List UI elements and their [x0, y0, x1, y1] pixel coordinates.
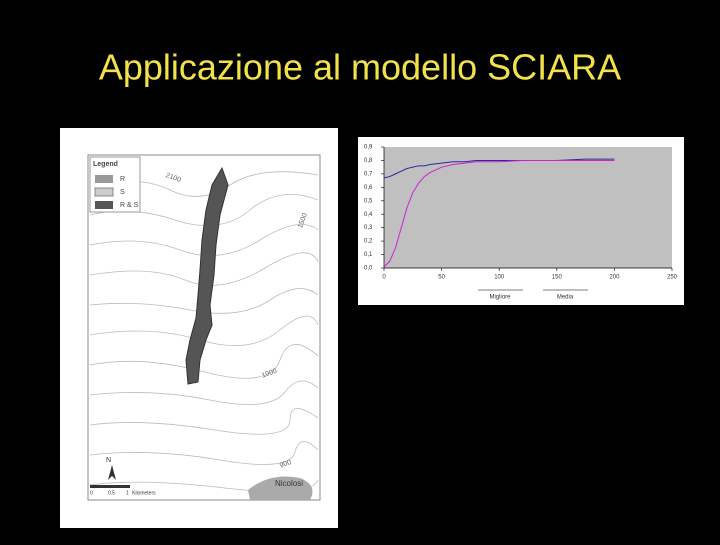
contour-label: 2100	[165, 172, 182, 184]
legend-swatch	[95, 201, 113, 209]
y-tick-label: 0,5	[364, 198, 373, 204]
contour-label: 1500	[297, 212, 309, 229]
x-tick-label: 200	[609, 275, 620, 281]
legend-label: R	[120, 176, 125, 183]
y-tick-label: 0,8	[364, 158, 373, 164]
legend-title: Legend	[93, 161, 118, 168]
legend-label: R & S	[120, 202, 139, 209]
legend-swatch	[94, 187, 114, 197]
contour-label: 1000	[261, 368, 278, 380]
scale-label: 1	[126, 490, 129, 496]
scale-label: 0	[90, 490, 93, 496]
x-tick-label: 150	[552, 275, 563, 281]
plot-area	[384, 147, 672, 268]
y-tick-label: 0,4	[364, 212, 373, 218]
contour-label: 900	[279, 459, 292, 470]
y-tick-label: 0,3	[364, 225, 373, 231]
series-line	[383, 159, 615, 268]
legend-label: S	[120, 189, 125, 196]
y-tick-label: 0,2	[364, 239, 373, 245]
y-tick-label: 0,6	[364, 185, 373, 191]
chart: 0,0 0,1 0,2 0,3 0,4 0,5 0,6 0,7 0,8 0,9 0 50 100 150 2…	[364, 145, 678, 301]
y-tick-label: 0,0	[364, 266, 373, 272]
slide-title: Applicazione al modello SCIARA	[99, 47, 621, 88]
x-tick-label: 100	[494, 275, 505, 281]
x-tick-label: 50	[438, 275, 445, 281]
scale-label: Kilometers	[132, 490, 156, 496]
contours	[89, 171, 319, 492]
map-image: Legend R S R & S 2100 1500 1000 900 Nico…	[60, 128, 338, 528]
legend-label: Migliore	[489, 295, 511, 301]
y-tick-label: 0,1	[364, 252, 373, 258]
x-tick-label: 0	[382, 275, 386, 281]
y-tick-label: 0,9	[364, 145, 373, 151]
scale-bar	[90, 485, 130, 488]
north-arrow	[108, 465, 116, 480]
north-label: N	[106, 457, 111, 464]
legend-label: Media	[557, 295, 574, 301]
x-tick-label: 250	[667, 275, 678, 281]
y-tick-label: 0,7	[364, 171, 373, 177]
lava-flow	[185, 166, 229, 385]
place-label: Nicolosi	[275, 479, 303, 488]
town-area	[248, 476, 313, 500]
scale-label: 0.5	[108, 490, 115, 496]
legend-swatch	[95, 175, 113, 183]
